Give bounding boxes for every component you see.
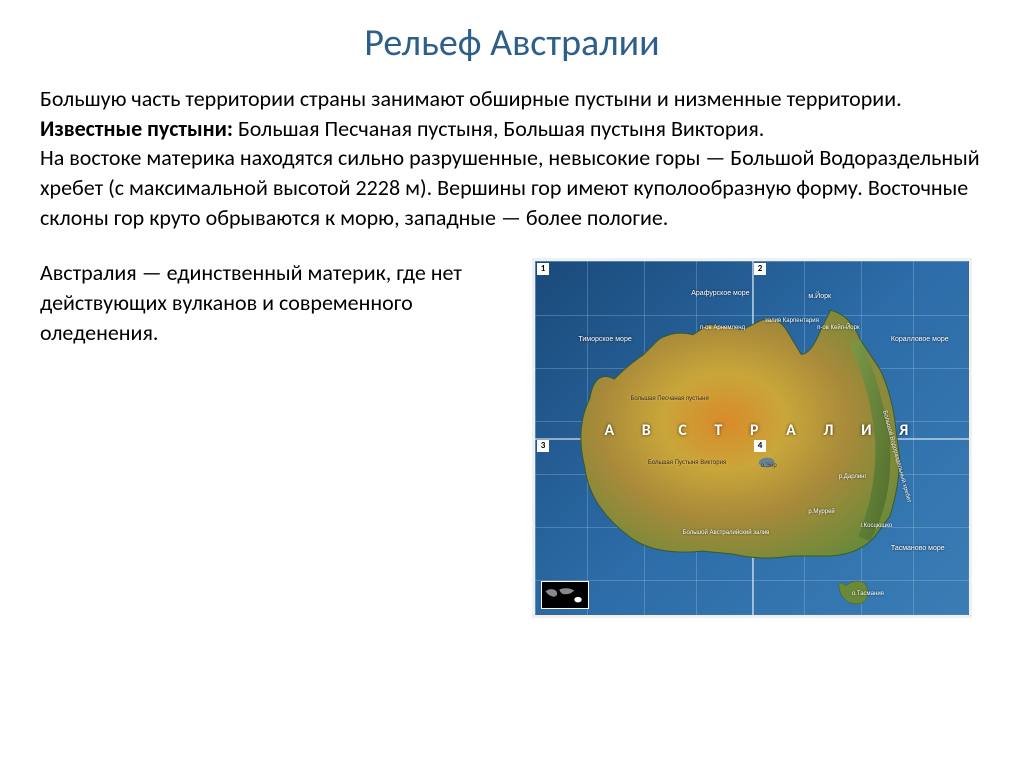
map-label: м.Йорк [808, 293, 831, 300]
map-label: Арафурское море [691, 290, 749, 297]
p1-known-deserts-list: Большая Песчаная пустыня, Большая пустын… [233, 115, 764, 142]
map-quadrant-2: 2 [754, 263, 766, 275]
map-label: п-ов Арнемленд [700, 325, 745, 331]
paragraph-2: Австралия — единственный материк, где не… [40, 258, 500, 618]
map-label: р.Дарлинг [839, 474, 867, 480]
map-quadrant-1: 1 [537, 263, 549, 275]
map-label: Большая Пустыня Виктория [648, 460, 726, 466]
p1-line3: На востоке материка находятся сильно раз… [40, 144, 980, 230]
map-label: о.Тасмания [852, 591, 884, 597]
map-container: 1 2 3 4 А В С Т Р А Л И Я Арафурское мор… [520, 258, 984, 618]
p1-known-deserts-label: Известные пустыни: [40, 115, 233, 142]
map-label: п-ов Кейп-Йорк [817, 325, 859, 331]
map-quadrant-3: 3 [537, 440, 549, 452]
map-label: Тасманово море [891, 545, 945, 552]
map-label: Большая Песчаная пустыня [630, 396, 708, 402]
map-label: г.Косцюшко [861, 523, 893, 529]
p1-line1: Большую часть территории страны занимают… [40, 85, 902, 112]
map-continent-name: А В С Т Р А Л И Я [604, 421, 920, 440]
map-quadrant-4: 4 [754, 440, 766, 452]
map-label: залив Карпентария [765, 318, 819, 324]
map-label: Коралловое море [891, 336, 949, 343]
map-label: р.Муррей [808, 509, 834, 515]
map-label: Тиморское море [578, 336, 631, 343]
slide-title: Рельеф Австралии [40, 20, 984, 66]
map-world-inset [541, 581, 589, 609]
map-label: Большой Австралийский залив [683, 530, 770, 536]
paragraph-1: Большую часть территории страны занимают… [40, 84, 984, 232]
map-label: о.Эйр [761, 463, 777, 469]
australia-relief-map: 1 2 3 4 А В С Т Р А Л И Я Арафурское мор… [532, 258, 972, 618]
